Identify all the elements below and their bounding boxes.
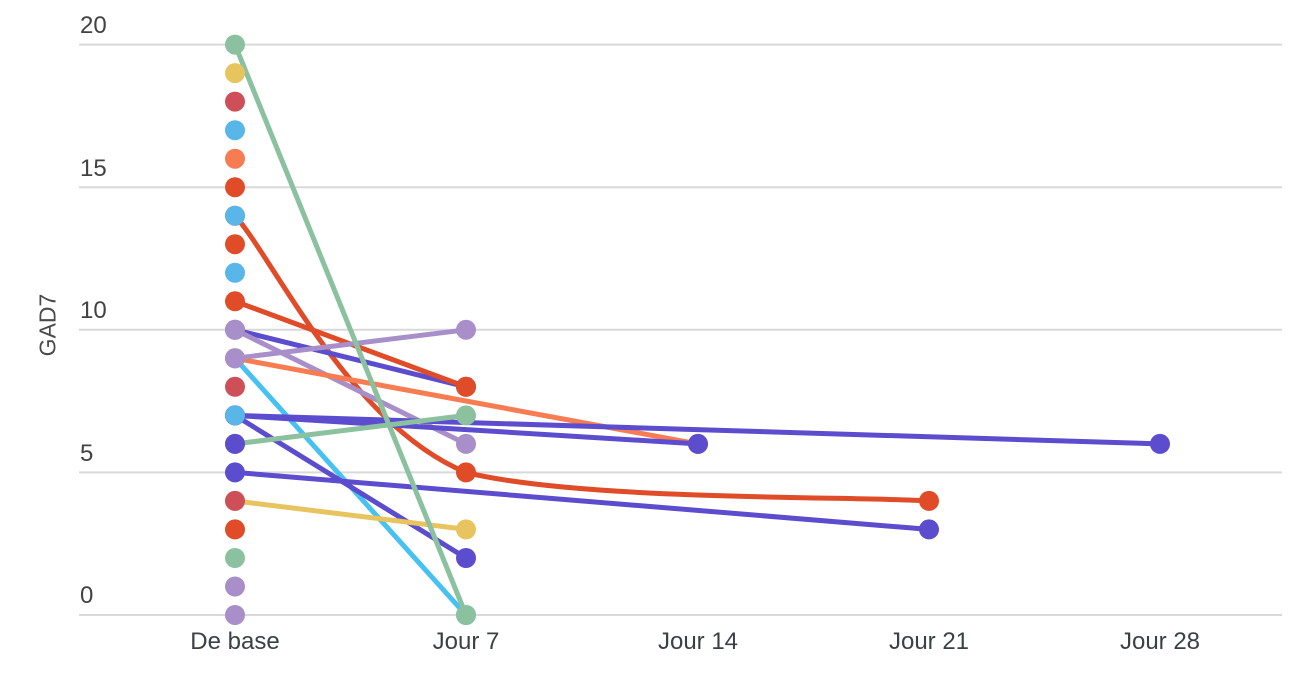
series-line-5 <box>233 214 930 504</box>
data-point[interactable] <box>225 576 245 597</box>
data-point[interactable] <box>456 548 476 568</box>
series-line-14 <box>234 327 467 361</box>
series-line-20 <box>234 412 467 447</box>
x-tick-label-de-base: De base <box>190 628 280 655</box>
data-point[interactable] <box>225 405 245 426</box>
data-point[interactable] <box>225 548 245 568</box>
series-line-22 <box>234 469 930 532</box>
data-point[interactable] <box>456 376 476 397</box>
data-point[interactable] <box>225 91 245 112</box>
data-point[interactable] <box>225 319 245 340</box>
y-tick-label-15: 15 <box>80 155 107 182</box>
data-point[interactable] <box>225 433 245 454</box>
data-point[interactable] <box>456 405 476 426</box>
data-point[interactable] <box>919 490 939 511</box>
data-point[interactable] <box>225 376 245 397</box>
data-point[interactable] <box>456 462 476 483</box>
y-tick-label-10: 10 <box>80 297 107 324</box>
data-point[interactable] <box>225 462 245 483</box>
y-tick-label-0: 0 <box>80 582 94 609</box>
data-point[interactable] <box>225 234 245 255</box>
data-point[interactable] <box>225 291 245 312</box>
data-point[interactable] <box>456 433 476 454</box>
x-tick-label-jour-7: Jour 7 <box>432 628 500 655</box>
series-points <box>225 34 1170 625</box>
data-point[interactable] <box>225 262 245 283</box>
y-axis-title: GAD7 <box>34 293 61 357</box>
data-point[interactable] <box>1150 433 1170 454</box>
gridlines <box>79 43 1282 616</box>
data-point[interactable] <box>225 519 245 540</box>
data-point[interactable] <box>919 519 939 540</box>
data-point[interactable] <box>225 605 245 625</box>
data-point[interactable] <box>225 120 245 141</box>
data-point[interactable] <box>225 205 245 226</box>
series-line-29 <box>232 43 469 616</box>
data-point[interactable] <box>688 433 708 454</box>
data-point[interactable] <box>456 605 476 625</box>
data-point[interactable] <box>225 348 245 369</box>
data-point[interactable] <box>456 319 476 340</box>
y-tick-label-20: 20 <box>80 12 107 39</box>
data-point[interactable] <box>225 148 245 169</box>
data-point[interactable] <box>225 63 245 84</box>
y-tick-label-5: 5 <box>80 440 94 467</box>
data-point[interactable] <box>225 34 245 55</box>
data-point[interactable] <box>225 490 245 511</box>
series-line-9 <box>234 327 467 390</box>
data-point[interactable] <box>456 519 476 540</box>
x-tick-label-jour-14: Jour 14 <box>657 628 739 655</box>
data-point[interactable] <box>225 177 245 198</box>
x-tick-label-jour-21: Jour 21 <box>888 628 970 655</box>
x-tick-label-jour-28: Jour 28 <box>1119 628 1201 655</box>
